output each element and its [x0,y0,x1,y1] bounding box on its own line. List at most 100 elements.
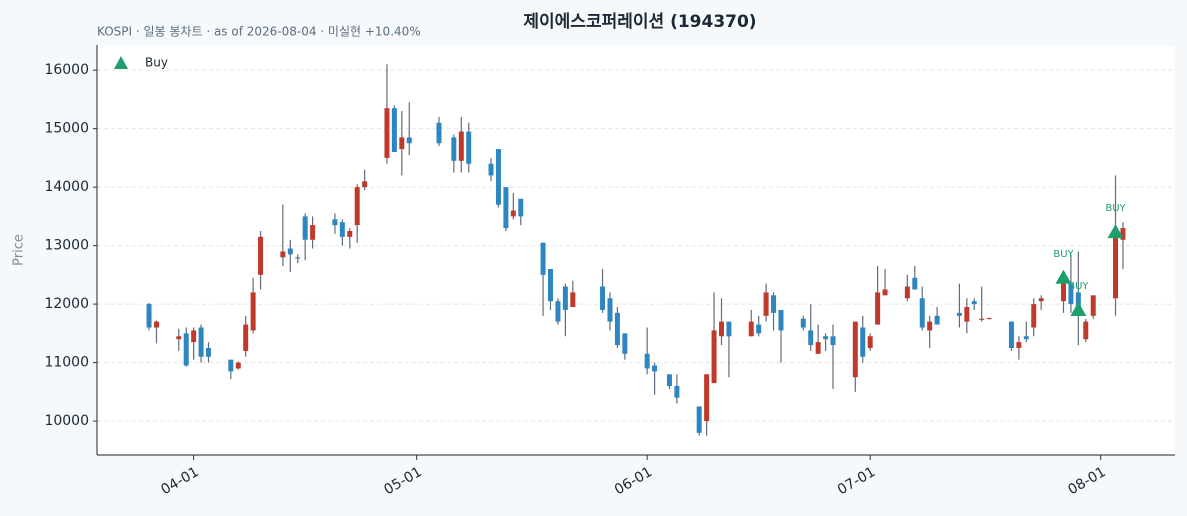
candle [696,406,702,436]
candle-body [406,137,412,144]
candle-body [927,321,933,331]
candle-body [748,321,754,337]
candle [548,269,554,310]
candle [495,149,501,208]
candle-body [250,292,256,331]
candle-body [1023,336,1029,340]
x-tick-label: 06-01 [612,464,655,498]
candle-body [600,286,606,310]
candle-body [206,347,212,357]
candle-body [986,318,992,320]
candle [258,230,264,290]
candle-body [666,374,672,386]
buy-marker [1107,224,1124,239]
candle-body [934,315,940,325]
candle-body [280,251,286,258]
candle [310,216,316,249]
y-axis-label: Price [12,234,27,266]
candle [362,169,368,191]
candle [956,283,962,328]
candle [726,321,732,378]
candle [748,309,754,337]
candle-body [191,330,197,343]
candle [503,187,509,231]
candle [198,324,204,363]
candle-body [332,219,338,226]
candle [1008,321,1014,351]
candle [191,327,197,360]
candle [778,309,784,363]
candle-body [1083,321,1089,340]
candle [666,374,672,389]
candle [354,184,360,243]
candle [391,105,397,153]
candle-body [510,210,516,217]
candle [1031,298,1037,337]
candle-body [800,318,806,328]
candle-body [674,385,680,398]
candle-body [815,342,821,354]
candle-body [555,301,561,322]
candle [674,374,680,404]
candle-body [339,222,345,237]
candle [384,64,390,164]
candle [934,307,940,325]
candle [800,315,806,331]
candle-body [726,321,732,337]
candle [912,266,918,290]
buy-marker [1070,301,1087,316]
candle-body [384,108,390,158]
candle-body [503,187,509,229]
candle [562,283,568,337]
candle [146,302,152,331]
x-tick-label: 08-01 [1065,464,1108,498]
candle [228,359,234,379]
candle [808,304,814,351]
x-tick-label: 07-01 [835,464,878,498]
y-tick-label: 11000 [44,355,89,371]
candle [860,315,866,363]
legend-marker [114,56,128,69]
y-tick-label: 13000 [44,238,89,254]
candle-body [1060,283,1066,302]
candle-body [183,333,189,366]
candle [704,374,710,436]
candle [399,111,405,176]
candle [555,298,561,325]
candle [622,333,628,360]
candle [1090,295,1096,319]
candle-body [570,292,576,308]
candle-body [146,304,152,328]
candle [287,239,293,272]
candle-body [562,286,568,310]
x-tick-label: 04-01 [158,464,201,498]
candle [540,242,546,316]
candle-body [919,298,925,328]
candle [1023,321,1029,343]
candle-body [243,324,249,351]
candle-body [1008,321,1014,348]
candle [979,286,985,322]
candle [919,286,925,331]
buy-marker-label: BUY [1068,281,1089,292]
candle-body [228,359,234,372]
candle-body [1068,283,1074,305]
candle-body [607,298,613,322]
candle-body [771,295,777,313]
candle [711,292,717,384]
candle-body [153,321,159,328]
candle-body [971,301,977,305]
candle [295,254,301,264]
x-tick-label: 05-01 [381,464,424,498]
candle [1083,318,1089,343]
candle [852,321,858,392]
candle-body [451,137,457,161]
candle [771,292,777,331]
candle-body [696,406,702,433]
candle [518,198,524,226]
candle [183,327,189,367]
candle [971,298,977,310]
candle-body [704,374,710,422]
candle-body [198,327,204,357]
